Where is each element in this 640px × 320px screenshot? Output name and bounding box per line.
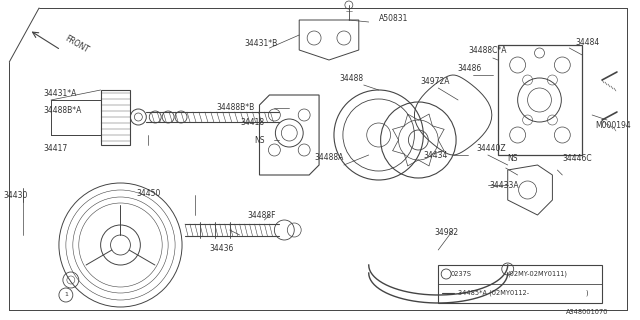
Text: NS: NS xyxy=(508,154,518,163)
Text: FRONT: FRONT xyxy=(63,34,91,55)
Text: 34488C*A: 34488C*A xyxy=(468,45,507,54)
Text: 34417: 34417 xyxy=(43,143,67,153)
Text: 34485*A (02MY0112-: 34485*A (02MY0112- xyxy=(458,290,529,296)
Text: 34430: 34430 xyxy=(3,190,28,199)
Text: M000194: M000194 xyxy=(595,121,631,130)
Text: 34488A: 34488A xyxy=(314,153,344,162)
Text: 34418: 34418 xyxy=(241,117,264,126)
Text: 34431*B: 34431*B xyxy=(244,38,277,47)
Text: 34434: 34434 xyxy=(424,150,448,159)
Text: 34484: 34484 xyxy=(575,37,599,46)
Text: ): ) xyxy=(585,290,588,296)
Text: 34440Z: 34440Z xyxy=(476,143,506,153)
Text: 34433A: 34433A xyxy=(490,180,520,189)
Text: 34488F: 34488F xyxy=(247,211,276,220)
Text: A50831: A50831 xyxy=(379,13,408,22)
Text: 34488B*A: 34488B*A xyxy=(43,106,81,115)
Text: 34436: 34436 xyxy=(209,244,234,252)
Text: NS: NS xyxy=(254,135,264,145)
Text: 34446C: 34446C xyxy=(563,154,592,163)
Text: (02MY-02MY0111): (02MY-02MY0111) xyxy=(508,271,568,277)
Text: 34431*A: 34431*A xyxy=(43,89,76,98)
Text: 1: 1 xyxy=(64,292,68,298)
Text: 0237S: 0237S xyxy=(450,271,471,277)
Text: 34450: 34450 xyxy=(136,188,161,197)
Text: 34488B*B: 34488B*B xyxy=(216,102,255,111)
Text: A348001070: A348001070 xyxy=(566,309,609,315)
Text: 34972A: 34972A xyxy=(420,76,450,85)
Text: 34488: 34488 xyxy=(340,74,364,83)
Text: 34486: 34486 xyxy=(458,63,482,73)
Text: 34982: 34982 xyxy=(434,228,458,236)
